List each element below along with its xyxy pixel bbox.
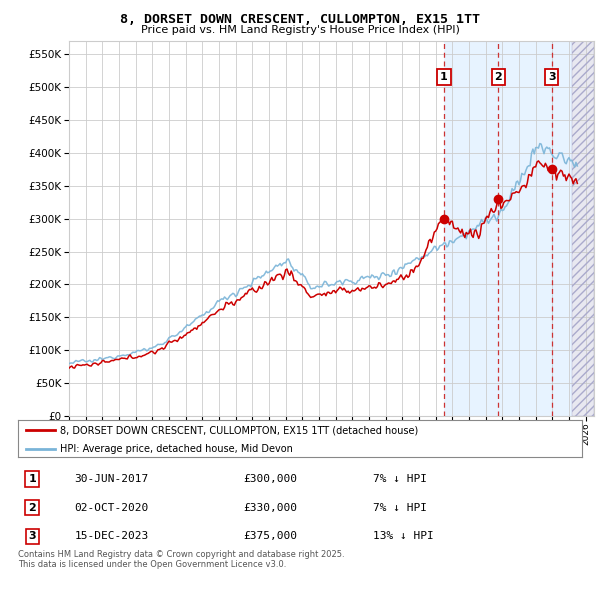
Text: 02-OCT-2020: 02-OCT-2020 [74, 503, 149, 513]
Text: 1: 1 [28, 474, 36, 484]
Text: 3: 3 [28, 532, 36, 542]
Text: £375,000: £375,000 [244, 532, 298, 542]
Text: 2: 2 [28, 503, 36, 513]
Bar [572, 41, 594, 416]
Text: £330,000: £330,000 [244, 503, 298, 513]
Text: Price paid vs. HM Land Registry's House Price Index (HPI): Price paid vs. HM Land Registry's House … [140, 25, 460, 35]
Text: HPI: Average price, detached house, Mid Devon: HPI: Average price, detached house, Mid … [60, 444, 293, 454]
Text: 7% ↓ HPI: 7% ↓ HPI [373, 503, 427, 513]
Text: 1: 1 [440, 72, 448, 82]
Text: 3: 3 [548, 72, 556, 82]
Text: 8, DORSET DOWN CRESCENT, CULLOMPTON, EX15 1TT (detached house): 8, DORSET DOWN CRESCENT, CULLOMPTON, EX1… [60, 425, 419, 435]
Text: Contains HM Land Registry data © Crown copyright and database right 2025.
This d: Contains HM Land Registry data © Crown c… [18, 550, 344, 569]
Text: 15-DEC-2023: 15-DEC-2023 [74, 532, 149, 542]
Text: 13% ↓ HPI: 13% ↓ HPI [373, 532, 434, 542]
Bar [572, 41, 594, 416]
Text: 8, DORSET DOWN CRESCENT, CULLOMPTON, EX15 1TT: 8, DORSET DOWN CRESCENT, CULLOMPTON, EX1… [120, 13, 480, 26]
Text: 2: 2 [494, 72, 502, 82]
Text: £300,000: £300,000 [244, 474, 298, 484]
Text: 30-JUN-2017: 30-JUN-2017 [74, 474, 149, 484]
Bar [444, 41, 572, 416]
Text: 7% ↓ HPI: 7% ↓ HPI [373, 474, 427, 484]
